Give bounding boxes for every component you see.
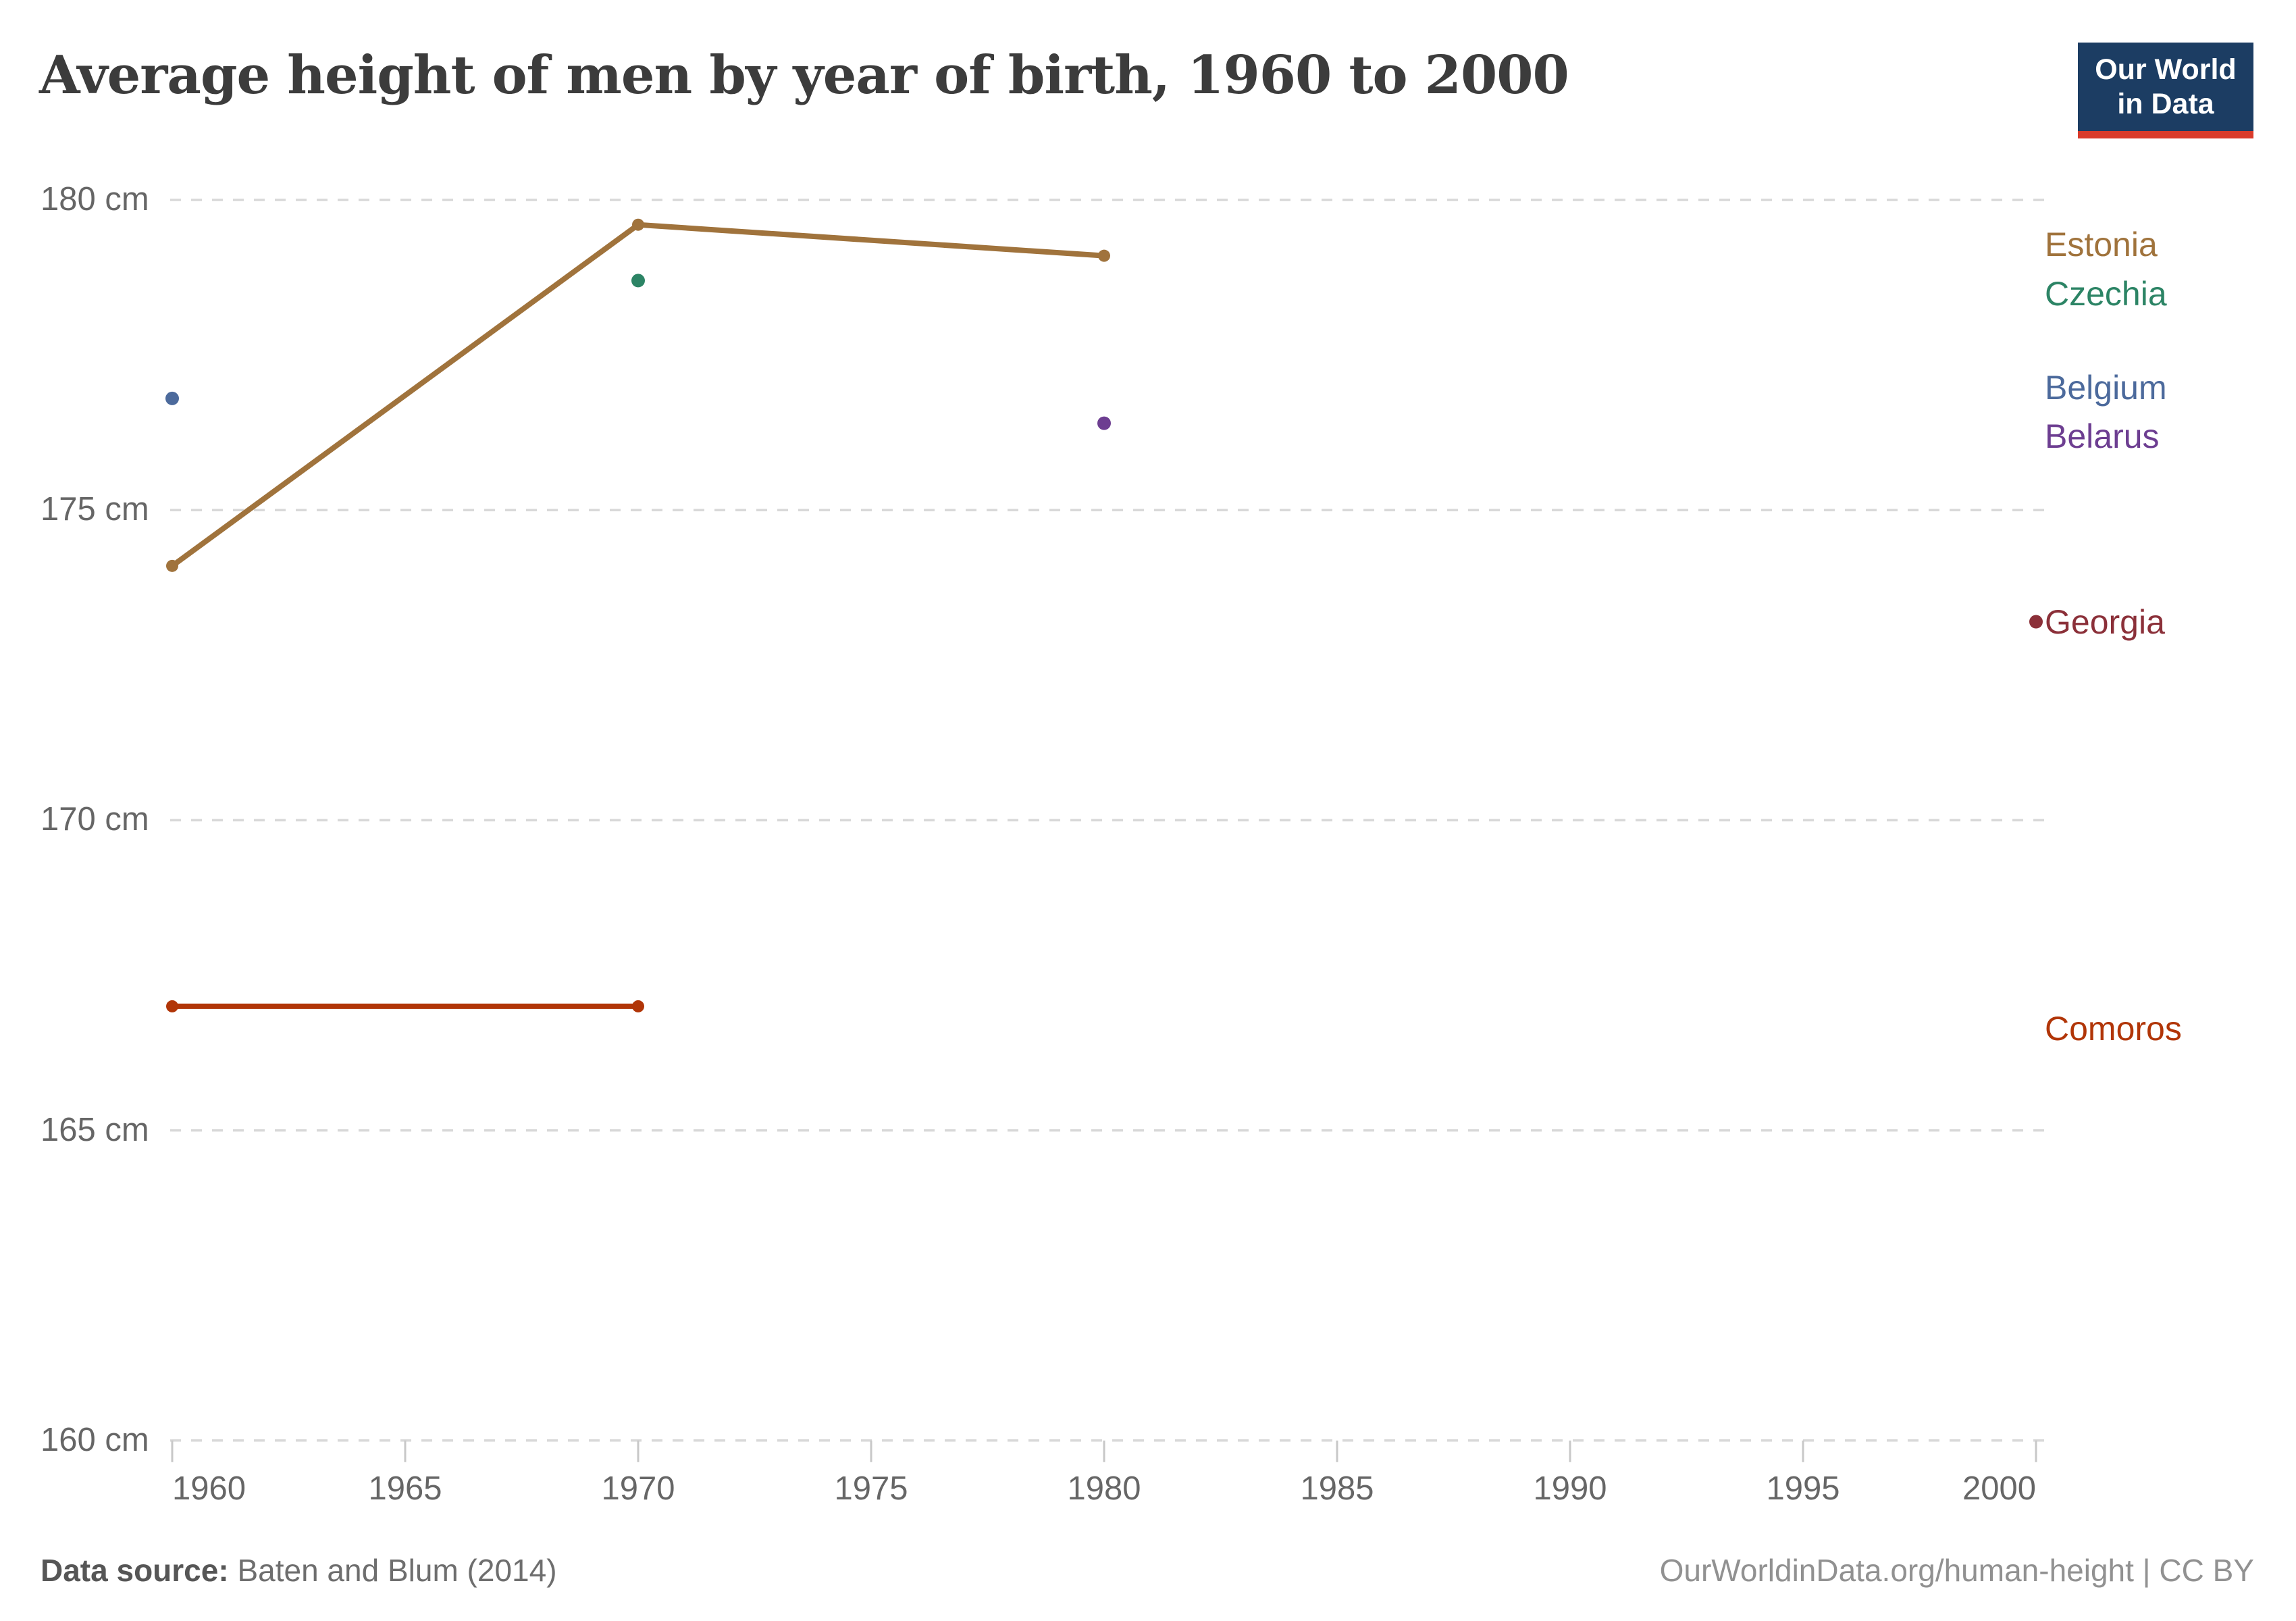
- y-tick-label: 180 cm: [41, 180, 149, 217]
- data-point-comoros[interactable]: [166, 1000, 178, 1012]
- data-point-estonia[interactable]: [1098, 249, 1110, 262]
- owid-logo-line1: Our World: [2095, 53, 2237, 86]
- credit-link[interactable]: OurWorldinData.org/human-height | CC BY: [1659, 1553, 2254, 1588]
- data-point-estonia[interactable]: [632, 218, 644, 231]
- data-source-note: Data source: Baten and Blum (2014): [41, 1552, 557, 1589]
- legend-label-estonia[interactable]: Estonia: [2045, 225, 2158, 263]
- legend-label-belarus[interactable]: Belarus: [2045, 417, 2160, 455]
- y-tick-label: 165 cm: [41, 1111, 149, 1148]
- data-source-value: Baten and Blum (2014): [237, 1553, 557, 1588]
- data-point-estonia[interactable]: [166, 559, 178, 572]
- legend-label-georgia[interactable]: Georgia: [2045, 602, 2165, 641]
- x-tick-label: 1965: [368, 1470, 442, 1507]
- x-tick-label: 1960: [172, 1470, 246, 1507]
- owid-logo[interactable]: Our World in Data: [2078, 43, 2253, 138]
- data-point-czechia[interactable]: [631, 274, 645, 288]
- owid-logo-line2: in Data: [2117, 87, 2214, 120]
- chart-title: Average height of men by year of birth, …: [39, 45, 1569, 107]
- x-tick-label: 1985: [1300, 1470, 1374, 1507]
- data-point-belgium[interactable]: [165, 391, 179, 405]
- y-tick-label: 160 cm: [41, 1421, 149, 1458]
- x-tick-label: 1995: [1766, 1470, 1840, 1507]
- data-point-belarus[interactable]: [1097, 416, 1111, 430]
- data-point-georgia[interactable]: [2029, 615, 2043, 629]
- legend-label-czechia[interactable]: Czechia: [2045, 275, 2167, 313]
- x-tick-label: 1975: [834, 1470, 908, 1507]
- data-source-label: Data source:: [41, 1553, 229, 1588]
- legend-label-belgium[interactable]: Belgium: [2045, 368, 2167, 407]
- x-tick-label: 1980: [1067, 1470, 1141, 1507]
- legend-label-comoros[interactable]: Comoros: [2045, 1009, 2182, 1048]
- x-tick-label: 2000: [1962, 1470, 2036, 1507]
- y-tick-label: 175 cm: [41, 491, 149, 528]
- y-tick-label: 170 cm: [41, 801, 149, 838]
- x-tick-label: 1970: [601, 1470, 675, 1507]
- x-tick-label: 1990: [1533, 1470, 1607, 1507]
- data-point-comoros[interactable]: [632, 1000, 644, 1012]
